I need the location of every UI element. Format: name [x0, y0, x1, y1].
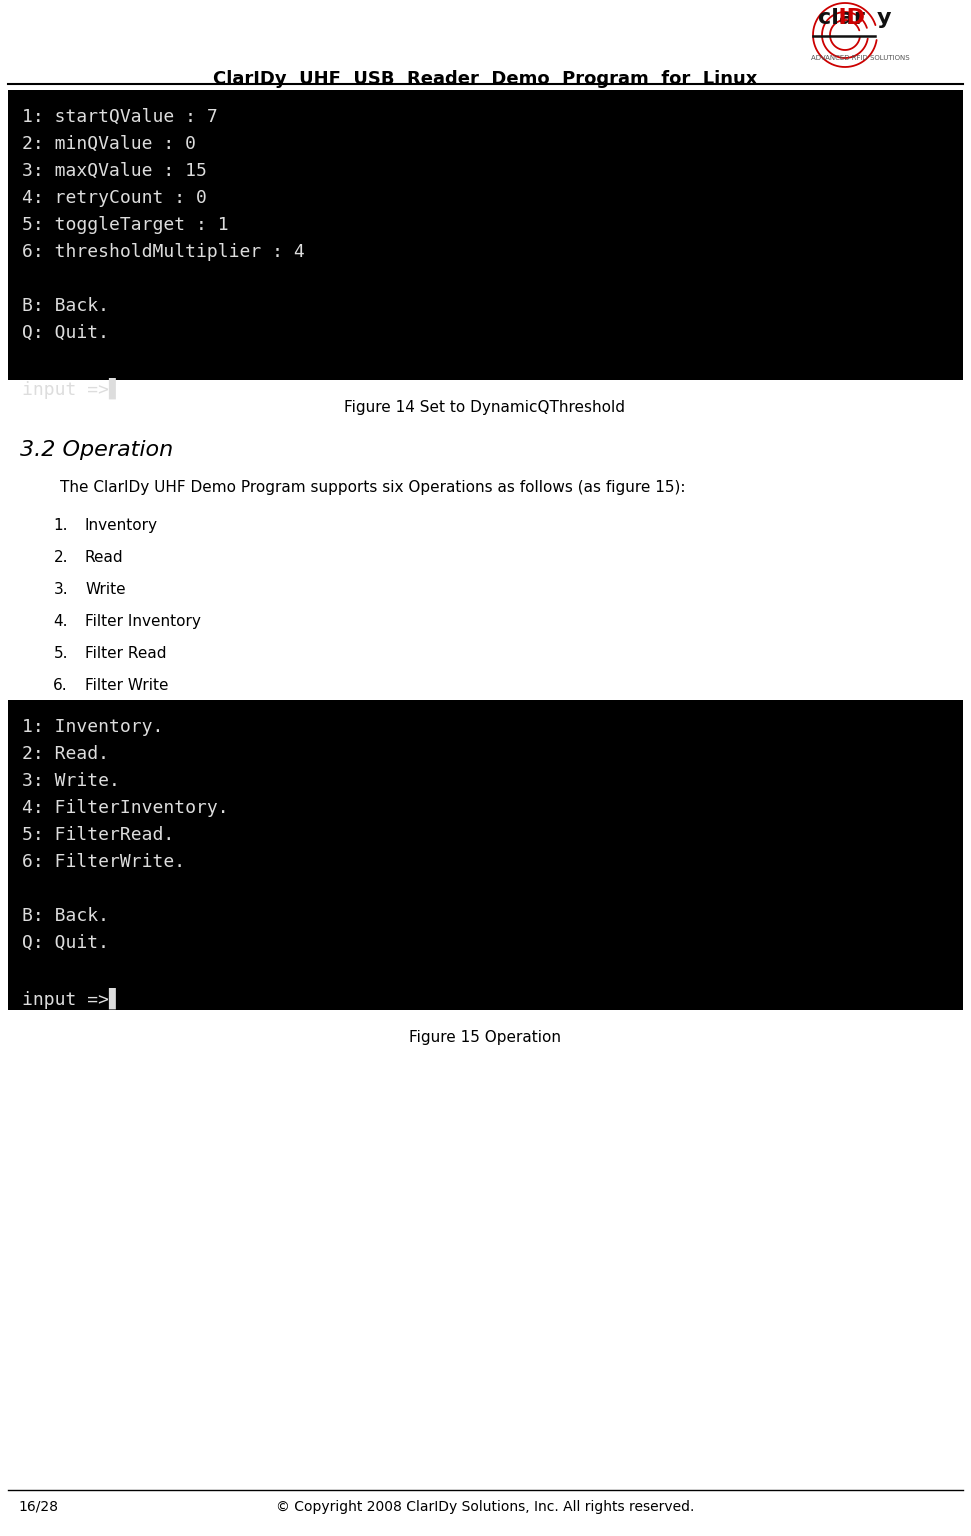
Text: ClarIDy  UHF  USB  Reader  Demo  Program  for  Linux: ClarIDy UHF USB Reader Demo Program for …	[213, 71, 757, 88]
Text: Filter Read: Filter Read	[85, 647, 166, 660]
Text: 4: retryCount : 0: 4: retryCount : 0	[22, 189, 207, 207]
Text: Filter Write: Filter Write	[85, 677, 169, 693]
Text: 16/28: 16/28	[18, 1501, 58, 1514]
Text: B: Back.: B: Back.	[22, 296, 109, 315]
Text: ADVANCED RFID SOLUTIONS: ADVANCED RFID SOLUTIONS	[811, 55, 909, 61]
Text: Inventory: Inventory	[85, 518, 158, 533]
FancyBboxPatch shape	[8, 91, 963, 379]
Text: 3: maxQValue : 15: 3: maxQValue : 15	[22, 161, 207, 180]
Text: ID: ID	[792, 8, 865, 28]
Text: 3: Write.: 3: Write.	[22, 773, 119, 790]
Text: B: Back.: B: Back.	[22, 906, 109, 925]
Text: y: y	[877, 8, 891, 28]
Text: Figure 15 Operation: Figure 15 Operation	[409, 1031, 561, 1044]
Text: 3.2 Operation: 3.2 Operation	[20, 439, 173, 459]
Text: Filter Inventory: Filter Inventory	[85, 614, 201, 630]
Text: Read: Read	[85, 550, 123, 565]
Text: 6: thresholdMultiplier : 4: 6: thresholdMultiplier : 4	[22, 243, 305, 261]
Text: Q: Quit.: Q: Quit.	[22, 324, 109, 343]
Text: input =>▋: input =>▋	[22, 988, 119, 1009]
Text: © Copyright 2008 ClarIDy Solutions, Inc. All rights reserved.: © Copyright 2008 ClarIDy Solutions, Inc.…	[276, 1501, 694, 1514]
Text: 1: startQValue : 7: 1: startQValue : 7	[22, 108, 218, 126]
Text: clar: clar	[819, 8, 865, 28]
Text: 2: minQValue : 0: 2: minQValue : 0	[22, 135, 196, 154]
Text: 1: Inventory.: 1: Inventory.	[22, 717, 163, 736]
Text: 6.: 6.	[53, 677, 68, 693]
Text: 3.: 3.	[53, 582, 68, 598]
Text: input =>▋: input =>▋	[22, 378, 119, 399]
Text: Figure 14 Set to DynamicQThreshold: Figure 14 Set to DynamicQThreshold	[345, 399, 625, 415]
FancyBboxPatch shape	[8, 700, 963, 1011]
Text: The ClarIDy UHF Demo Program supports six Operations as follows (as figure 15):: The ClarIDy UHF Demo Program supports si…	[60, 479, 686, 495]
Text: 1.: 1.	[53, 518, 68, 533]
Text: Q: Quit.: Q: Quit.	[22, 934, 109, 952]
Text: 5.: 5.	[53, 647, 68, 660]
Text: 6: FilterWrite.: 6: FilterWrite.	[22, 852, 185, 871]
Text: 4: FilterInventory.: 4: FilterInventory.	[22, 799, 228, 817]
Text: 2.: 2.	[53, 550, 68, 565]
Text: 5: FilterRead.: 5: FilterRead.	[22, 826, 174, 843]
Text: 5: toggleTarget : 1: 5: toggleTarget : 1	[22, 217, 228, 233]
Text: 2: Read.: 2: Read.	[22, 745, 109, 763]
Text: Write: Write	[85, 582, 125, 598]
Text: 4.: 4.	[53, 614, 68, 630]
